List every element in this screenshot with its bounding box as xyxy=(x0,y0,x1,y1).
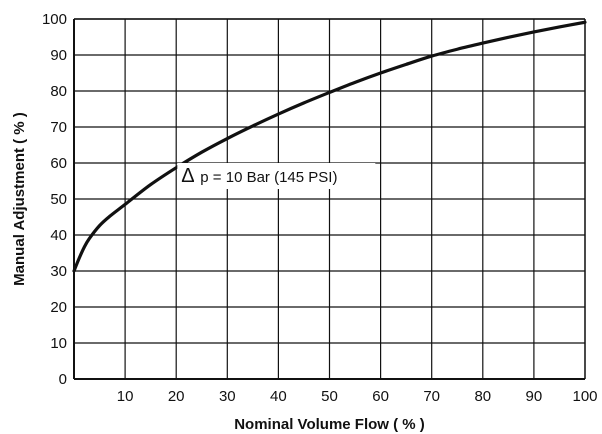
x-tick-label: 40 xyxy=(270,388,287,405)
x-tick-label: 70 xyxy=(423,388,440,405)
y-axis-title: Manual Adjustment ( % ) xyxy=(11,112,28,286)
x-tick-label: 10 xyxy=(117,388,134,405)
grid xyxy=(73,18,586,380)
x-tick-label: 100 xyxy=(572,388,597,405)
y-tick-label: 50 xyxy=(50,191,67,208)
annotation-label: p = 10 Bar (145 PSI) xyxy=(200,169,337,186)
y-tick-label: 30 xyxy=(50,263,67,280)
y-tick-label: 90 xyxy=(50,47,67,64)
x-axis-title: Nominal Volume Flow ( % ) xyxy=(234,416,425,433)
y-tick-label: 20 xyxy=(50,299,67,316)
x-tick-label: 80 xyxy=(474,388,491,405)
y-tick-label: 70 xyxy=(50,119,67,136)
x-tick-label: 60 xyxy=(372,388,389,405)
y-tick-label: 60 xyxy=(50,155,67,172)
x-tick-label: 30 xyxy=(219,388,236,405)
y-tick-label: 100 xyxy=(42,11,67,28)
y-tick-label: 40 xyxy=(50,227,67,244)
tick-labels: 10 20 30 40 50 60 70 80 90 100 0 10 20 30 40 50 60 70 80 90… xyxy=(42,11,598,405)
x-tick-label: 50 xyxy=(321,388,338,405)
annotation-background xyxy=(177,163,376,189)
y-tick-label: 0 xyxy=(59,371,67,388)
x-tick-label: 90 xyxy=(526,388,543,405)
y-tick-label: 80 xyxy=(50,83,67,100)
x-tick-label: 20 xyxy=(168,388,185,405)
series-line xyxy=(72,20,587,273)
annotation-delta-symbol: Δ xyxy=(181,165,194,187)
y-tick-label: 10 xyxy=(50,335,67,352)
